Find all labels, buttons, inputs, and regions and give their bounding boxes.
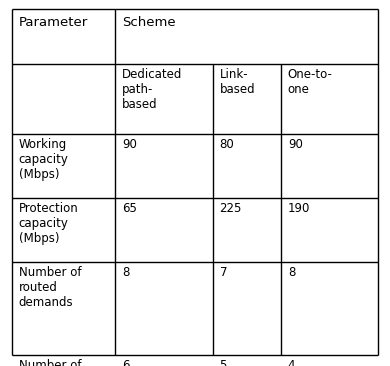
Text: Dedicated
path-
based: Dedicated path- based (122, 68, 183, 111)
Text: 6: 6 (122, 359, 129, 366)
Text: Working
capacity
(Mbps): Working capacity (Mbps) (19, 138, 69, 180)
Text: Protection
capacity
(Mbps): Protection capacity (Mbps) (19, 202, 78, 244)
Text: 5: 5 (220, 359, 227, 366)
Text: Number of
fully
protected
demands: Number of fully protected demands (19, 359, 81, 366)
Text: 90: 90 (122, 138, 137, 150)
Text: Scheme: Scheme (122, 16, 176, 29)
Text: Number of
routed
demands: Number of routed demands (19, 266, 81, 309)
Text: 90: 90 (288, 138, 303, 150)
Text: 225: 225 (220, 202, 242, 214)
Text: 4: 4 (288, 359, 295, 366)
Text: Link-
based: Link- based (220, 68, 255, 96)
Text: 65: 65 (122, 202, 137, 214)
Text: 80: 80 (220, 138, 234, 150)
Text: 7: 7 (220, 266, 227, 279)
Text: 190: 190 (288, 202, 310, 214)
Text: 8: 8 (122, 266, 129, 279)
Text: Parameter: Parameter (19, 16, 88, 29)
Text: One-to-
one: One-to- one (288, 68, 333, 96)
Text: 8: 8 (288, 266, 295, 279)
